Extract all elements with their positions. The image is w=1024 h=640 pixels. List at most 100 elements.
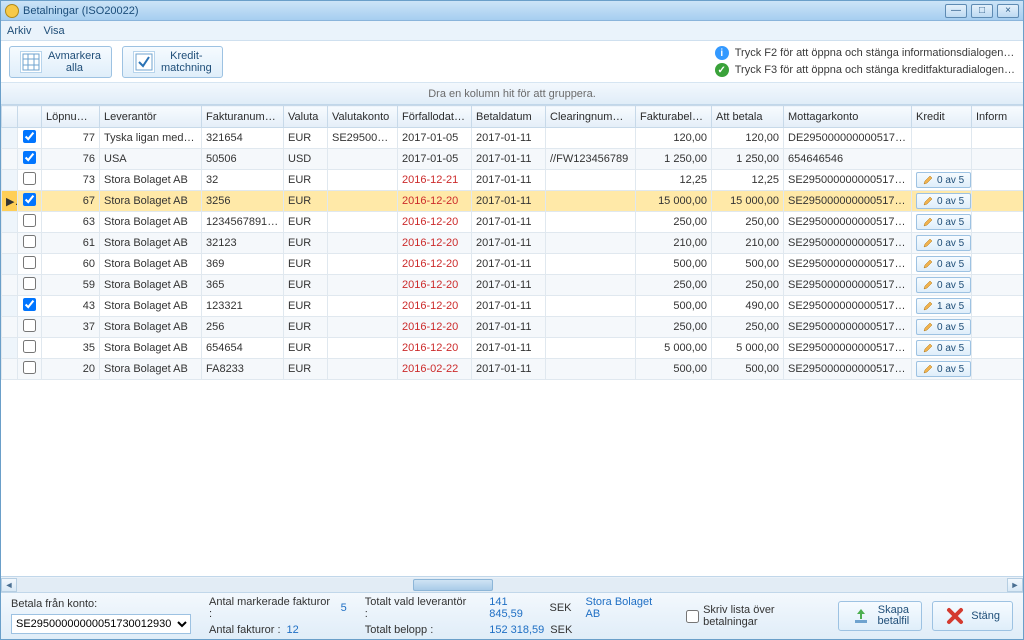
- row-checkbox[interactable]: [18, 317, 42, 338]
- col-fakturanummer[interactable]: Fakturanummer: [202, 106, 284, 128]
- row-indicator: [2, 317, 18, 338]
- cell-fakturanummer: 123321: [202, 296, 284, 317]
- table-row[interactable]: ▶67Stora Bolaget AB3256EUR2016-12-202017…: [2, 191, 1024, 212]
- cell-forfallodatum: 2016-12-20: [398, 191, 472, 212]
- cell-valutakonto: [328, 212, 398, 233]
- cell-fakturabelopp: 5 000,00: [636, 338, 712, 359]
- cell-clearing: //FW123456789: [546, 149, 636, 170]
- table-row[interactable]: 76USA50506USD2017-01-052017-01-11//FW123…: [2, 149, 1024, 170]
- kredit-button[interactable]: 0 av 5: [916, 277, 971, 293]
- col-leverantor[interactable]: Leverantör: [100, 106, 202, 128]
- row-checkbox[interactable]: [18, 191, 42, 212]
- maximize-button[interactable]: □: [971, 4, 993, 18]
- table-row[interactable]: 77Tyska ligan med facto…321654EURSE29500…: [2, 128, 1024, 149]
- group-panel[interactable]: Dra en kolumn hit för att gruppera.: [1, 83, 1023, 105]
- col-mottagarkonto[interactable]: Mottagarkonto: [784, 106, 912, 128]
- col-lopnummer[interactable]: Löpnummer: [42, 106, 100, 128]
- horizontal-scrollbar[interactable]: ◄ ►: [1, 576, 1023, 592]
- scroll-thumb[interactable]: [413, 579, 493, 591]
- minimize-button[interactable]: —: [945, 4, 967, 18]
- table-row[interactable]: 37Stora Bolaget AB256EUR2016-12-202017-0…: [2, 317, 1024, 338]
- avmarkera-alla-button[interactable]: Avmarkera alla: [9, 46, 112, 78]
- cell-fakturabelopp: 250,00: [636, 275, 712, 296]
- cell-inform: [972, 170, 1024, 191]
- table-row[interactable]: 60Stora Bolaget AB369EUR2016-12-202017-0…: [2, 254, 1024, 275]
- col-kredit[interactable]: Kredit: [912, 106, 972, 128]
- row-checkbox[interactable]: [18, 128, 42, 149]
- col-clearing[interactable]: Clearingnummer: [546, 106, 636, 128]
- kredit-button[interactable]: 0 av 5: [916, 340, 971, 356]
- col-inform[interactable]: Inform: [972, 106, 1024, 128]
- scroll-left-button[interactable]: ◄: [1, 578, 17, 592]
- col-indicator[interactable]: [2, 106, 18, 128]
- col-fakturabelopp[interactable]: Fakturabelopp: [636, 106, 712, 128]
- kreditmatchning-button[interactable]: Kredit- matchning: [122, 46, 223, 78]
- cell-attbetala: 15 000,00: [712, 191, 784, 212]
- kredit-button[interactable]: 0 av 5: [916, 193, 971, 209]
- col-checkbox[interactable]: [18, 106, 42, 128]
- row-checkbox[interactable]: [18, 359, 42, 380]
- kredit-button[interactable]: 0 av 5: [916, 319, 971, 335]
- skriv-lista-checkbox[interactable]: Skriv lista över betalningar: [686, 604, 828, 628]
- menu-visa[interactable]: Visa: [43, 25, 64, 37]
- cell-forfallodatum: 2016-12-20: [398, 275, 472, 296]
- cell-inform: [972, 359, 1024, 380]
- kredit-button[interactable]: 0 av 5: [916, 235, 971, 251]
- skapa-betalfil-button[interactable]: Skapa betalfil: [838, 601, 922, 631]
- cell-kredit: 0 av 5: [912, 233, 972, 254]
- kredit-button[interactable]: 0 av 5: [916, 172, 971, 188]
- table-row[interactable]: 20Stora Bolaget ABFA8233EUR2016-02-22201…: [2, 359, 1024, 380]
- table-row[interactable]: 61Stora Bolaget AB32123EUR2016-12-202017…: [2, 233, 1024, 254]
- table-row[interactable]: 63Stora Bolaget AB123456789123…EUR2016-1…: [2, 212, 1024, 233]
- cell-kredit: 0 av 5: [912, 317, 972, 338]
- cell-forfallodatum: 2016-12-20: [398, 254, 472, 275]
- row-checkbox[interactable]: [18, 212, 42, 233]
- row-checkbox[interactable]: [18, 338, 42, 359]
- col-betaldatum[interactable]: Betaldatum: [472, 106, 546, 128]
- row-checkbox[interactable]: [18, 170, 42, 191]
- cell-forfallodatum: 2016-02-22: [398, 359, 472, 380]
- betala-fran-select[interactable]: SE29500000000051730012930: [11, 614, 191, 634]
- vald-leverantor: Stora Bolaget AB: [586, 596, 669, 620]
- cell-valutakonto: [328, 359, 398, 380]
- cell-valutakonto: SE295000051…: [328, 128, 398, 149]
- cell-inform: [972, 191, 1024, 212]
- row-checkbox[interactable]: [18, 149, 42, 170]
- kredit-button[interactable]: 1 av 5: [916, 298, 971, 314]
- cell-leverantor: Stora Bolaget AB: [100, 338, 202, 359]
- col-valutakonto[interactable]: Valutakonto: [328, 106, 398, 128]
- cell-mottagarkonto: 654646546: [784, 149, 912, 170]
- kredit-button[interactable]: 0 av 5: [916, 256, 971, 272]
- cell-fakturanummer: 50506: [202, 149, 284, 170]
- titlebar[interactable]: Betalningar (ISO20022) — □ ×: [1, 1, 1023, 21]
- scroll-right-button[interactable]: ►: [1007, 578, 1023, 592]
- pencil-icon: [923, 259, 933, 269]
- cell-betaldatum: 2017-01-11: [472, 275, 546, 296]
- cell-inform: [972, 149, 1024, 170]
- cell-fakturabelopp: 500,00: [636, 359, 712, 380]
- cell-kredit: 0 av 5: [912, 254, 972, 275]
- stang-button[interactable]: Stäng: [932, 601, 1013, 631]
- kredit-button[interactable]: 0 av 5: [916, 361, 971, 377]
- cell-mottagarkonto: SE29500000000051730…: [784, 212, 912, 233]
- col-forfallodatum[interactable]: Förfallodatum: [398, 106, 472, 128]
- col-attbetala[interactable]: Att betala: [712, 106, 784, 128]
- cell-lopnummer: 20: [42, 359, 100, 380]
- table-row[interactable]: 73Stora Bolaget AB32EUR2016-12-212017-01…: [2, 170, 1024, 191]
- table-row[interactable]: 59Stora Bolaget AB365EUR2016-12-202017-0…: [2, 275, 1024, 296]
- cell-clearing: [546, 275, 636, 296]
- row-checkbox[interactable]: [18, 296, 42, 317]
- row-checkbox[interactable]: [18, 275, 42, 296]
- row-checkbox[interactable]: [18, 254, 42, 275]
- close-button[interactable]: ×: [997, 4, 1019, 18]
- col-valuta[interactable]: Valuta: [284, 106, 328, 128]
- cell-valuta: EUR: [284, 212, 328, 233]
- table-row[interactable]: 43Stora Bolaget AB123321EUR2016-12-20201…: [2, 296, 1024, 317]
- cell-leverantor: Stora Bolaget AB: [100, 296, 202, 317]
- menu-arkiv[interactable]: Arkiv: [7, 25, 31, 37]
- pencil-icon: [923, 322, 933, 332]
- table-row[interactable]: 35Stora Bolaget AB654654EUR2016-12-20201…: [2, 338, 1024, 359]
- row-checkbox[interactable]: [18, 233, 42, 254]
- kredit-button[interactable]: 0 av 5: [916, 214, 971, 230]
- scroll-track[interactable]: [17, 578, 1007, 592]
